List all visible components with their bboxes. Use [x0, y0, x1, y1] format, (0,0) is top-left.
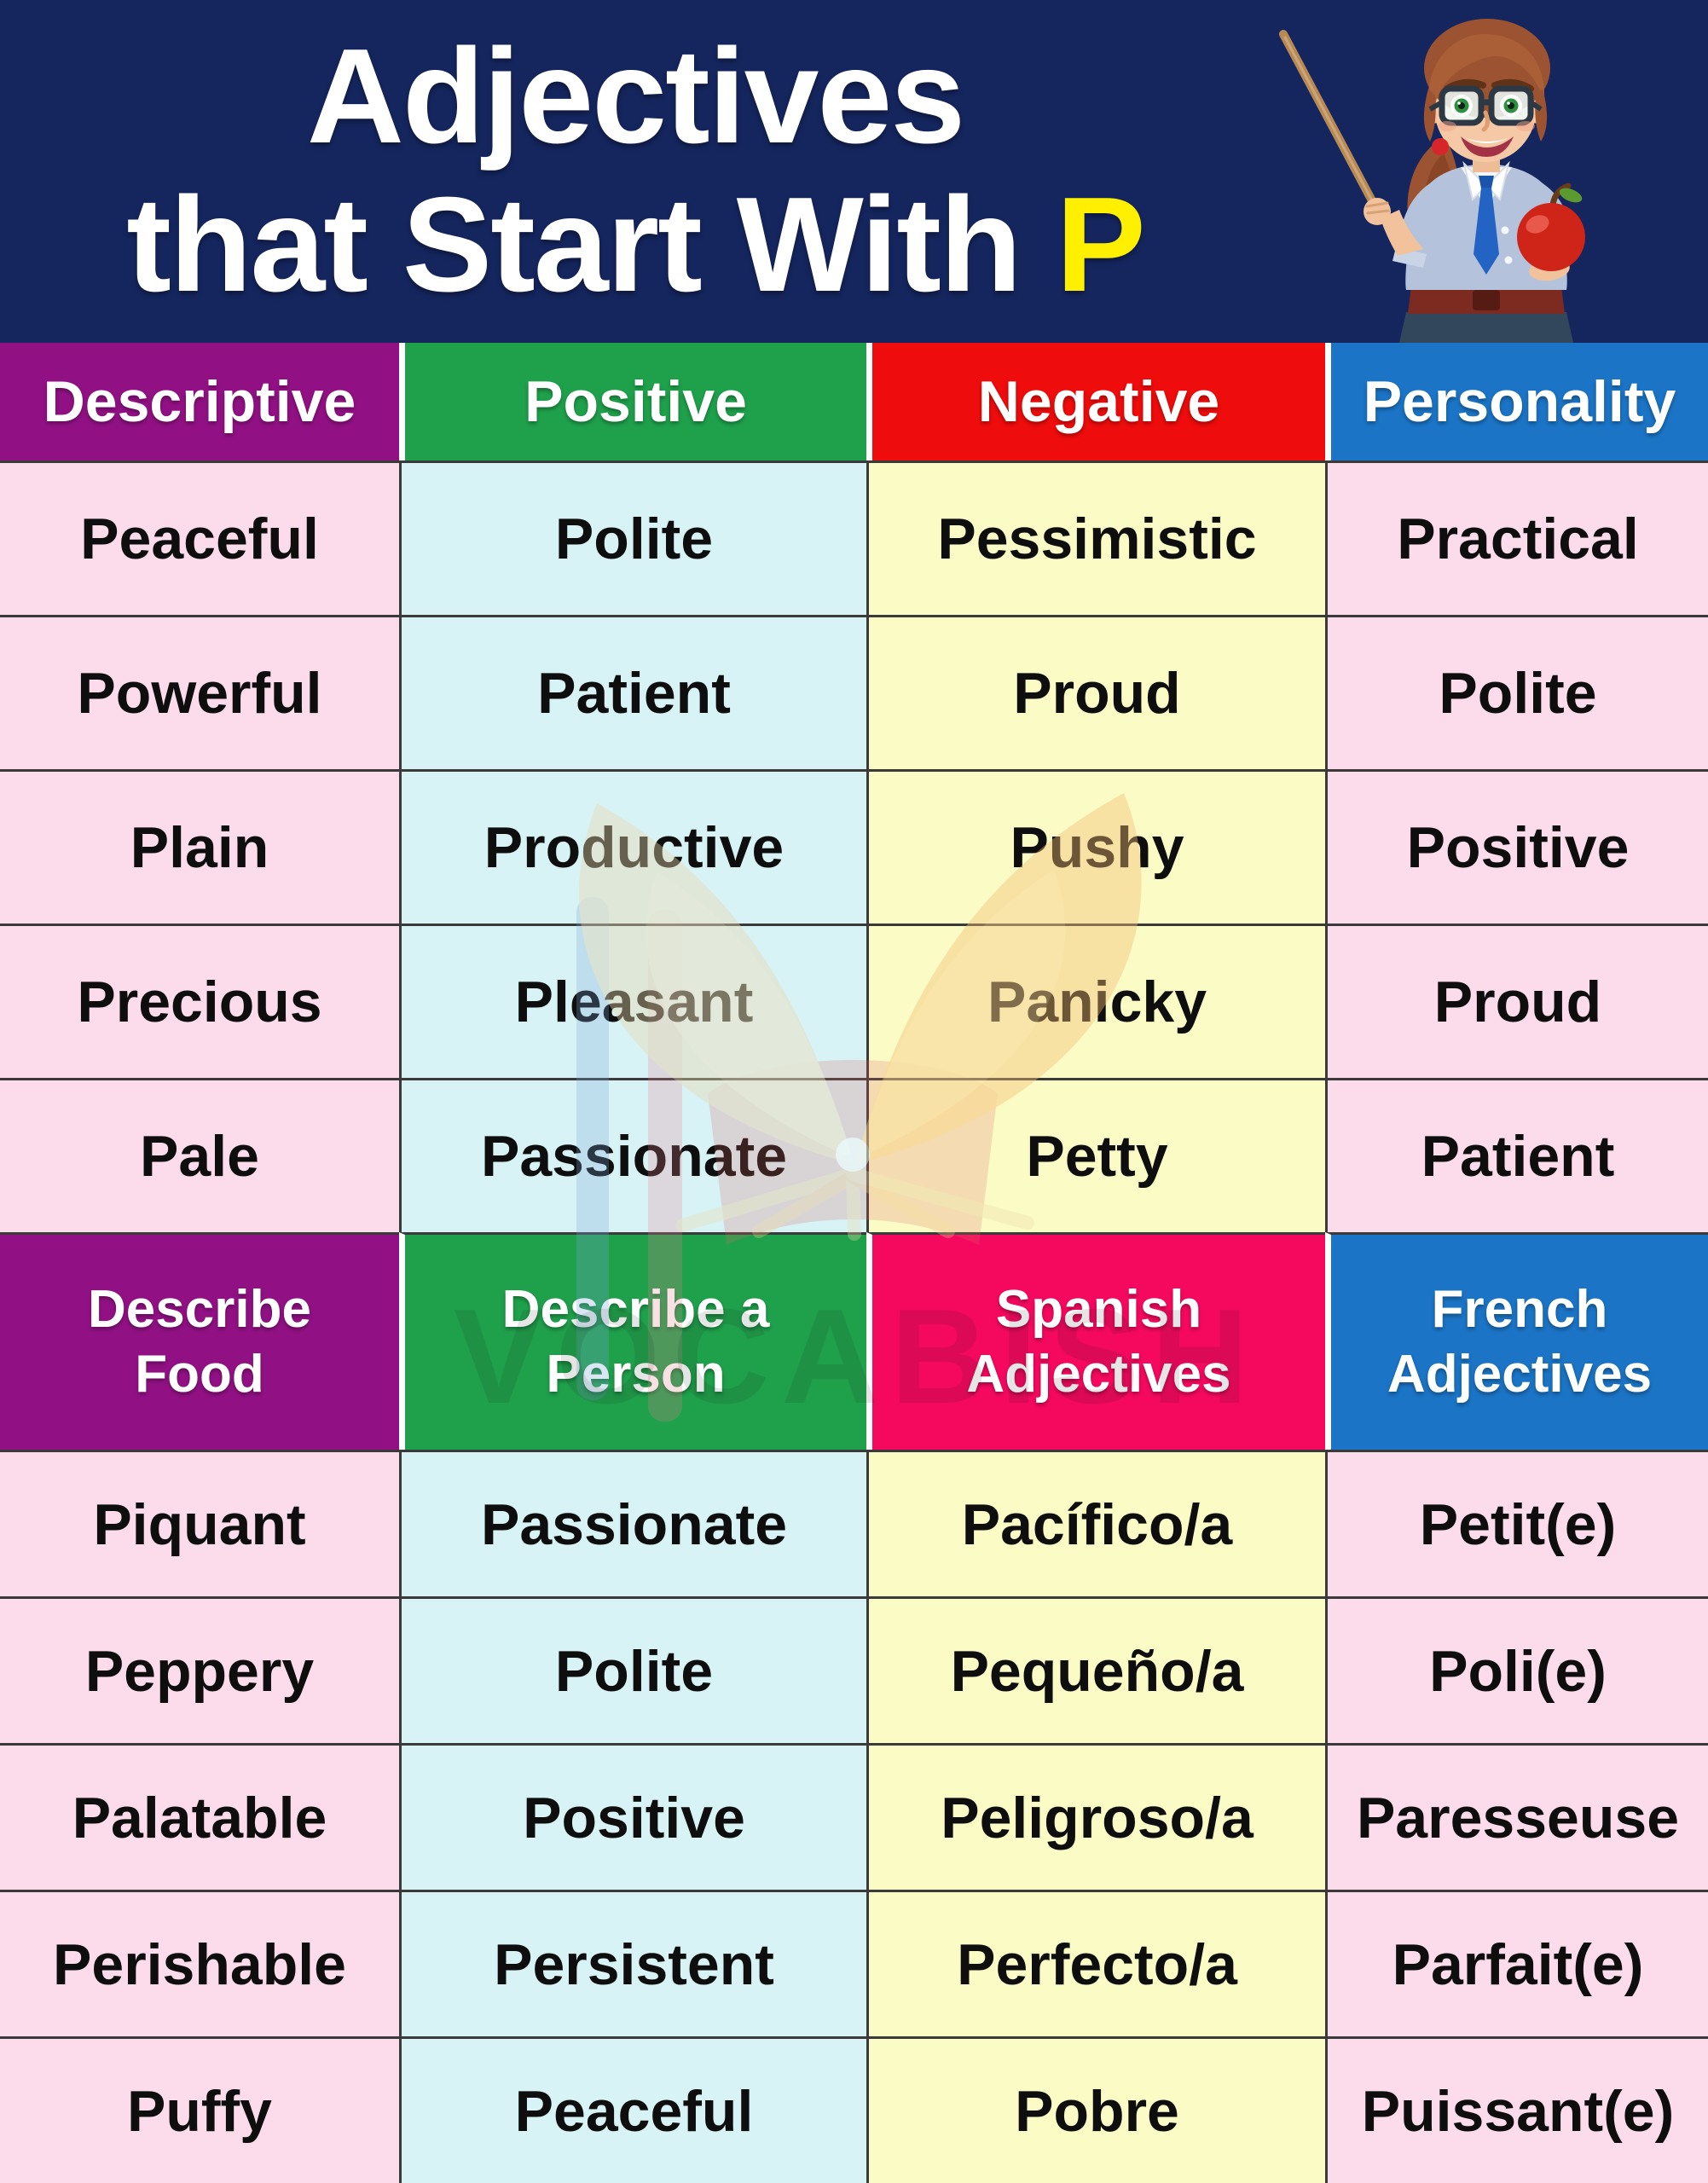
table-row: Puffy Peaceful Pobre Puissant(e) — [0, 2036, 1708, 2183]
table-cell: Peaceful — [0, 460, 399, 615]
table-cell: Paresseuse — [1325, 1743, 1708, 1890]
column-header-describe-a-person: Describe a Person — [399, 1232, 866, 1450]
table-cell: Positive — [399, 1743, 866, 1890]
table-row: Precious Pleasant Panicky Proud — [0, 924, 1708, 1078]
apple — [1517, 203, 1585, 271]
table-cell: Pobre — [866, 2036, 1325, 2183]
table-row: Perishable Persistent Perfecto/a Parfait… — [0, 1890, 1708, 2036]
table-cell: Poli(e) — [1325, 1596, 1708, 1743]
section2-header-row: Describe Food Describe a Person Spanish … — [0, 1232, 1708, 1450]
title-highlight-letter: P — [1056, 170, 1145, 320]
table-row: Piquant Passionate Pacífico/a Petit(e) — [0, 1450, 1708, 1596]
table-cell: Pequeño/a — [866, 1596, 1325, 1743]
table-cell: Piquant — [0, 1450, 399, 1596]
table-row: Plain Productive Pushy Positive — [0, 769, 1708, 924]
column-header-negative: Negative — [866, 343, 1325, 460]
table-cell: Palatable — [0, 1743, 399, 1890]
skirt — [1399, 312, 1573, 343]
table-row: Pale Passionate Petty Patient — [0, 1078, 1708, 1232]
apple-leaf — [1559, 188, 1583, 203]
table-row: Peppery Polite Pequeño/a Poli(e) — [0, 1596, 1708, 1743]
table-cell: Peppery — [0, 1596, 399, 1743]
table-cell: Passionate — [399, 1078, 866, 1232]
table-cell: Petit(e) — [1325, 1450, 1708, 1596]
table-row: Peaceful Polite Pessimistic Practical — [0, 460, 1708, 615]
page-title: Adjectives that Start With P — [0, 0, 1271, 343]
table-cell: Powerful — [0, 615, 399, 769]
table-cell: Puissant(e) — [1325, 2036, 1708, 2183]
table-cell: Pushy — [866, 769, 1325, 924]
table-cell: Patient — [1325, 1078, 1708, 1232]
table-cell: Parfait(e) — [1325, 1890, 1708, 2036]
table-row: Powerful Patient Proud Polite — [0, 615, 1708, 769]
column-header-personality: Personality — [1325, 343, 1708, 460]
column-header-descriptive: Descriptive — [0, 343, 399, 460]
teacher-illustration — [1279, 19, 1585, 343]
table-cell: Pleasant — [399, 924, 866, 1078]
column-header-spanish-adjectives: Spanish Adjectives — [866, 1232, 1325, 1450]
table-row: Palatable Positive Peligroso/a Paresseus… — [0, 1743, 1708, 1890]
table-cell: Puffy — [0, 2036, 399, 2183]
table-cell: Peaceful — [399, 2036, 866, 2183]
column-header-describe-food: Describe Food — [0, 1232, 399, 1450]
table-cell: Perfecto/a — [866, 1890, 1325, 2036]
table-cell: Positive — [1325, 769, 1708, 924]
column-header-french-adjectives: French Adjectives — [1325, 1232, 1708, 1450]
title-line-1: Adjectives — [306, 21, 965, 172]
table-cell: Polite — [1325, 615, 1708, 769]
table-cell: Practical — [1325, 460, 1708, 615]
table-cell: Proud — [866, 615, 1325, 769]
table-cell: Plain — [0, 769, 399, 924]
table-cell: Precious — [0, 924, 399, 1078]
table-cell: Pacífico/a — [866, 1450, 1325, 1596]
mouth — [1461, 136, 1514, 157]
table-cell: Perishable — [0, 1890, 399, 2036]
hair-scrunchie — [1432, 138, 1449, 155]
table-cell: Productive — [399, 769, 866, 924]
table-cell: Petty — [866, 1078, 1325, 1232]
table-cell: Proud — [1325, 924, 1708, 1078]
title-line-2-text: that Start With — [126, 170, 1057, 320]
table-cell: Polite — [399, 460, 866, 615]
column-header-positive: Positive — [399, 343, 866, 460]
table-cell: Pale — [0, 1078, 399, 1232]
adjective-table: Descriptive Positive Negative Personalit… — [0, 343, 1708, 2183]
tie — [1479, 176, 1494, 188]
title-line-2: that Start With P — [126, 170, 1145, 320]
table-cell: Polite — [399, 1596, 866, 1743]
table-cell: Pessimistic — [866, 460, 1325, 615]
table-cell: Panicky — [866, 924, 1325, 1078]
table-cell: Persistent — [399, 1890, 866, 2036]
table-cell: Passionate — [399, 1450, 866, 1596]
table-cell: Peligroso/a — [866, 1743, 1325, 1890]
table-cell: Patient — [399, 615, 866, 769]
section1-header-row: Descriptive Positive Negative Personalit… — [0, 343, 1708, 460]
title-banner: Adjectives that Start With P — [0, 0, 1708, 343]
